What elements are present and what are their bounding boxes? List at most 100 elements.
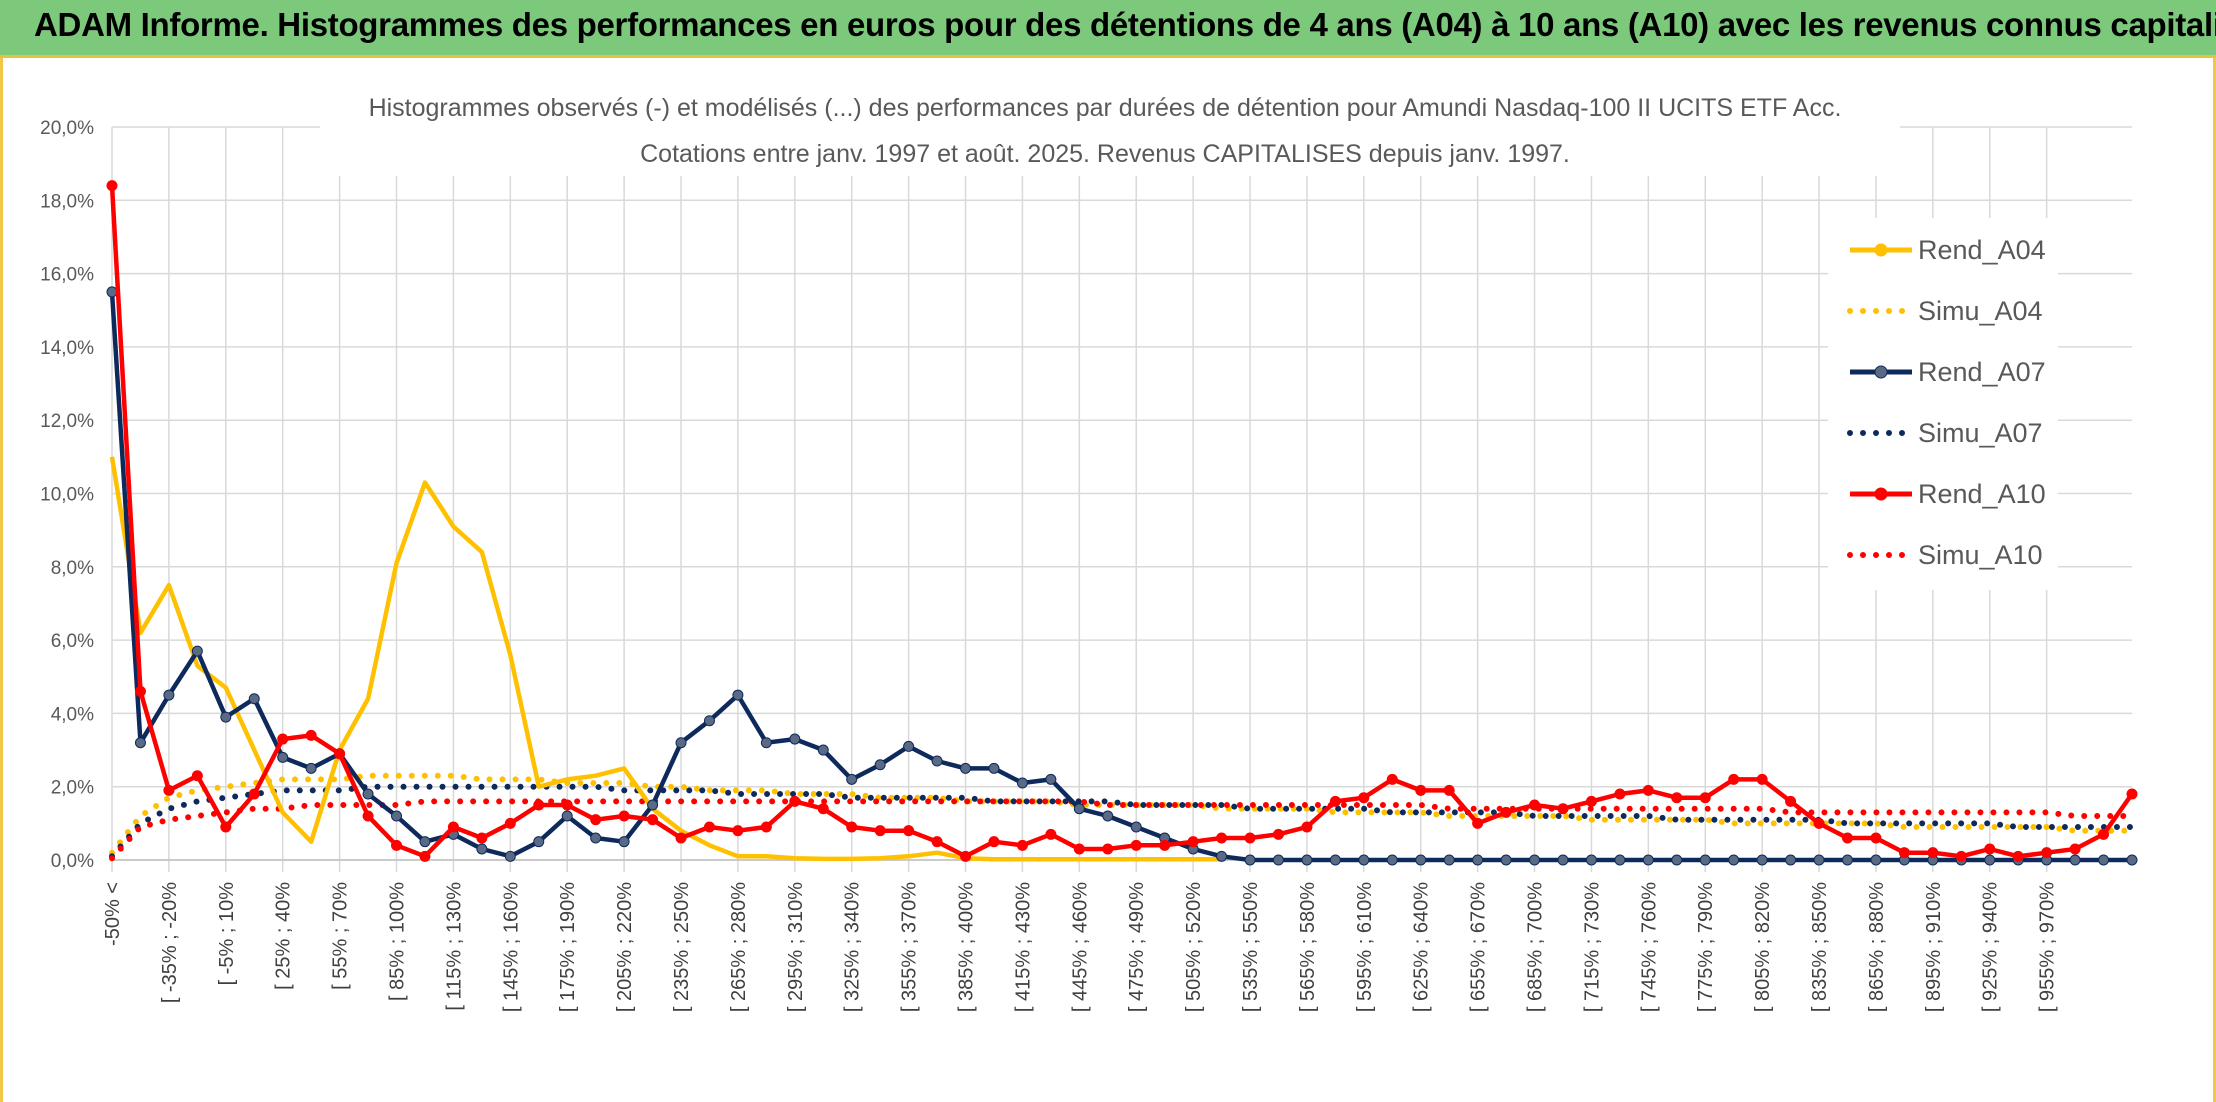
data-point-Rend_A10 [504, 817, 516, 829]
data-point-Rend_A10 [476, 832, 488, 844]
data-point-Rend_A07 [1585, 854, 1597, 866]
data-point-Rend_A10 [1216, 832, 1228, 844]
x-tick-label: [ -5% ; 10% [216, 882, 238, 986]
x-tick-label: [ 685% ; 700% [1525, 882, 1547, 1012]
legend-label: Rend_A07 [1918, 357, 2046, 387]
data-point-Rend_A10 [618, 810, 630, 822]
data-point-Rend_A10 [1159, 839, 1171, 851]
data-point-Rend_A07 [1472, 854, 1484, 866]
data-point-Rend_A10 [362, 810, 374, 822]
data-point-Rend_A10 [1756, 773, 1768, 785]
data-point-Rend_A10 [1472, 817, 1484, 829]
data-point-Rend_A10 [106, 180, 118, 192]
data-point-Rend_A10 [533, 799, 545, 811]
data-point-Rend_A07 [476, 843, 488, 855]
x-tick-label: [ 265% ; 280% [728, 882, 750, 1012]
x-tick-label: [ 805% ; 820% [1752, 882, 1774, 1012]
data-point-Rend_A07 [362, 788, 374, 800]
banner-title: ADAM Informe. Histogrammes des performan… [34, 6, 2216, 43]
data-point-Rend_A10 [1585, 795, 1597, 807]
x-tick-label: [ 475% ; 490% [1126, 882, 1148, 1012]
data-point-Rend_A07 [1984, 854, 1996, 866]
x-tick-label: [ 145% ; 160% [500, 882, 522, 1012]
data-point-Rend_A10 [817, 803, 829, 815]
legend-label: Rend_A04 [1918, 235, 2046, 265]
data-point-Rend_A10 [1187, 836, 1199, 848]
x-tick-label: [ 85% ; 100% [387, 882, 409, 1001]
data-point-Rend_A07 [1699, 854, 1711, 866]
data-point-Rend_A07 [789, 733, 801, 745]
data-point-Rend_A10 [2041, 847, 2053, 859]
x-tick-label: [ 295% ; 310% [785, 882, 807, 1012]
data-point-Rend_A07 [163, 689, 175, 701]
x-tick-label: [ 865% ; 880% [1866, 882, 1888, 1012]
x-tick-label: [ 205% ; 220% [614, 882, 636, 1012]
data-point-Rend_A10 [1073, 843, 1085, 855]
x-tick-label: [ 655% ; 670% [1468, 882, 1490, 1012]
data-point-Rend_A07 [391, 810, 403, 822]
y-tick-label: 14,0% [40, 338, 94, 359]
data-point-Rend_A07 [1045, 773, 1057, 785]
x-tick-label: [ 25% ; 40% [273, 882, 295, 990]
data-point-Rend_A10 [1102, 843, 1114, 855]
data-point-Rend_A10 [305, 729, 317, 741]
data-point-Rend_A10 [2069, 843, 2081, 855]
x-tick-label: [ 55% ; 70% [330, 882, 352, 990]
data-point-Rend_A07 [305, 762, 317, 774]
data-point-Rend_A07 [134, 737, 146, 749]
data-point-Rend_A07 [590, 832, 602, 844]
data-point-Rend_A10 [1329, 795, 1341, 807]
series-line-Simu_A10 [109, 798, 2135, 862]
x-tick-label: [ 385% ; 400% [956, 882, 978, 1012]
chart-title-backdrop [320, 84, 1900, 176]
data-point-Rend_A07 [2126, 854, 2138, 866]
x-tick-label: [ 535% ; 550% [1240, 882, 1262, 1012]
data-point-Rend_A07 [1073, 803, 1085, 815]
data-point-Rend_A07 [988, 762, 1000, 774]
data-point-Rend_A10 [248, 788, 260, 800]
x-tick-label: [ 175% ; 190% [557, 882, 579, 1012]
data-point-Rend_A10 [1500, 806, 1512, 818]
data-point-Rend_A07 [1671, 854, 1683, 866]
data-point-Rend_A10 [703, 821, 715, 833]
data-point-Rend_A10 [1699, 792, 1711, 804]
data-point-Rend_A07 [1443, 854, 1455, 866]
y-tick-label: 0,0% [51, 851, 94, 872]
x-tick-label: [ 595% ; 610% [1354, 882, 1376, 1012]
data-point-Rend_A10 [419, 850, 431, 862]
data-point-Rend_A07 [1244, 854, 1256, 866]
y-tick-label: 10,0% [40, 485, 94, 506]
data-point-Rend_A10 [1955, 850, 1967, 862]
data-point-Rend_A10 [1244, 832, 1256, 844]
x-tick-label: [ 565% ; 580% [1297, 882, 1319, 1012]
data-point-Rend_A10 [1386, 773, 1398, 785]
x-tick-label: [ 775% ; 790% [1695, 882, 1717, 1012]
data-point-Rend_A10 [1984, 843, 1996, 855]
x-tick-label: [ 955% ; 970% [2037, 882, 2059, 1012]
data-point-Rend_A10 [1841, 832, 1853, 844]
legend-backdrop [1828, 218, 2058, 590]
x-tick-label: [ 745% ; 760% [1638, 882, 1660, 1012]
data-point-Rend_A10 [561, 799, 573, 811]
data-point-Rend_A10 [1728, 773, 1740, 785]
data-point-Rend_A07 [533, 836, 545, 848]
x-tick-label: [ -35% ; -20% [159, 882, 181, 1003]
data-point-Rend_A07 [1016, 777, 1028, 789]
data-point-Rend_A10 [134, 685, 146, 697]
data-point-Rend_A07 [874, 759, 886, 771]
data-point-Rend_A07 [248, 693, 260, 705]
data-point-Rend_A07 [1415, 854, 1427, 866]
data-point-Rend_A10 [1898, 847, 1910, 859]
data-point-Rend_A10 [647, 814, 659, 826]
data-point-Rend_A07 [618, 836, 630, 848]
data-point-Rend_A10 [2126, 788, 2138, 800]
data-point-Rend_A10 [1529, 799, 1541, 811]
x-tick-label: [ 895% ; 910% [1923, 882, 1945, 1012]
data-point-Rend_A07 [817, 744, 829, 756]
data-point-Rend_A07 [561, 810, 573, 822]
data-point-Rend_A07 [732, 689, 744, 701]
y-tick-label: 16,0% [40, 265, 94, 286]
data-point-Rend_A10 [1614, 788, 1626, 800]
data-point-Rend_A10 [1813, 817, 1825, 829]
data-point-Rend_A10 [874, 825, 886, 837]
